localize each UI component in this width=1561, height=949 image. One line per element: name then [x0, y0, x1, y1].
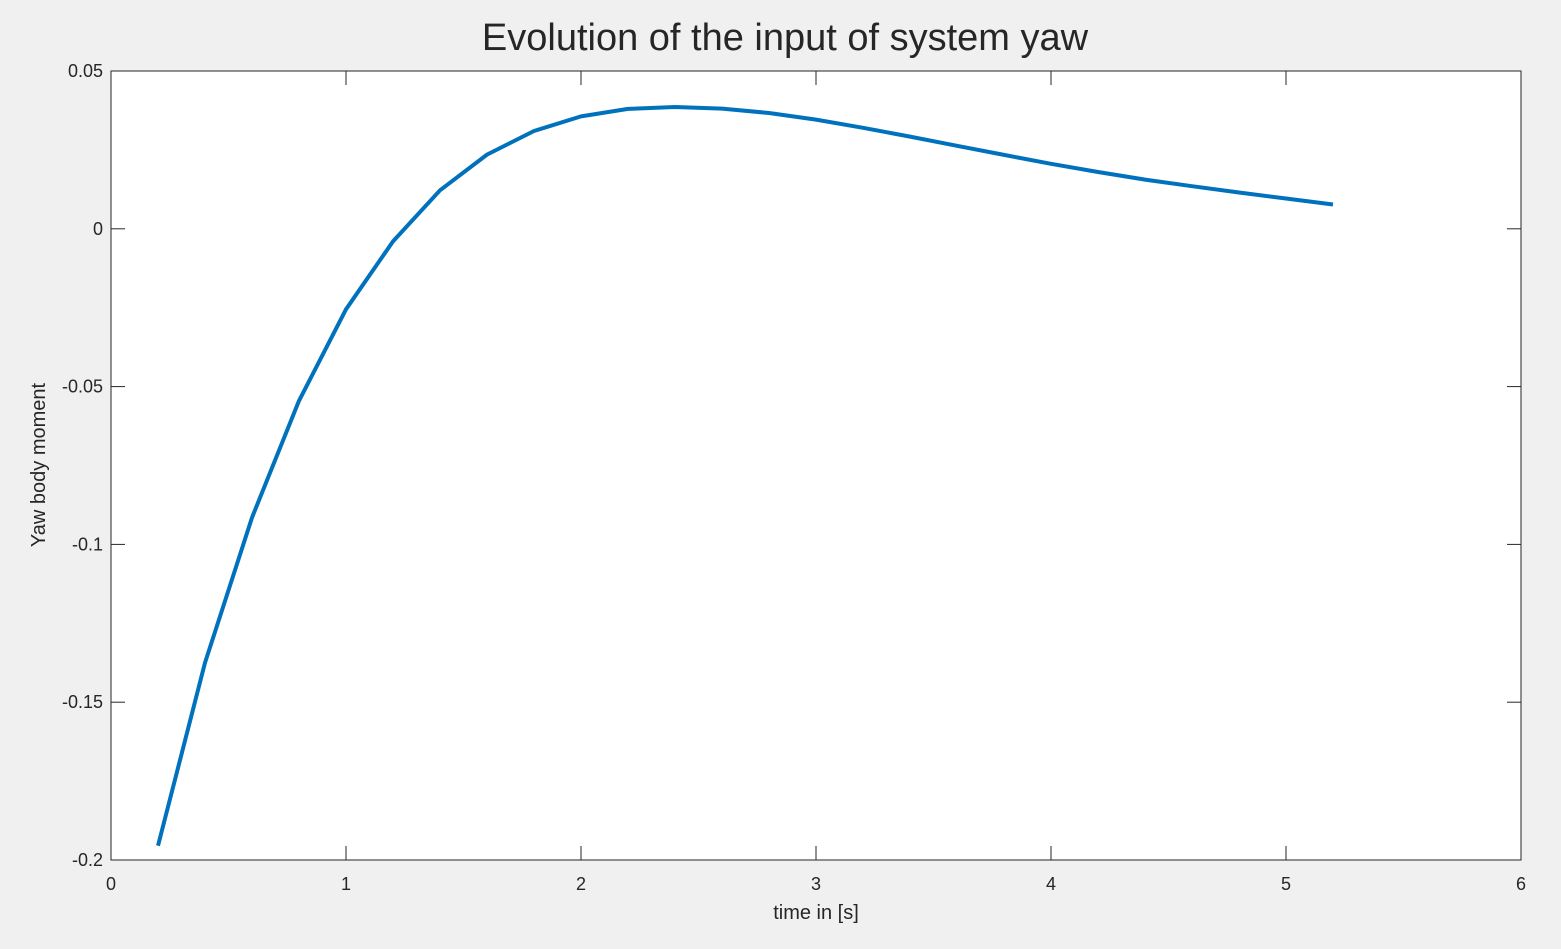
x-tick-label: 3 [811, 874, 821, 894]
chart-title: Evolution of the input of system yaw [482, 17, 1089, 59]
x-tick-label: 5 [1281, 874, 1291, 894]
x-tick-label: 6 [1516, 874, 1526, 894]
axes-box [110, 70, 1522, 861]
x-axis-label: time in [s] [773, 902, 859, 924]
y-tick-label: -0.15 [62, 692, 103, 712]
x-tick-label: 0 [106, 874, 116, 894]
y-tick-label: 0.05 [68, 61, 103, 81]
y-tick-label: -0.2 [72, 850, 103, 870]
y-tick-label: 0 [93, 219, 103, 239]
x-tick-label: 1 [341, 874, 351, 894]
y-axis-label: Yaw body moment [28, 382, 50, 547]
y-tick-label: -0.1 [72, 534, 103, 554]
x-tick-label: 4 [1046, 874, 1056, 894]
y-tick-labels: -0.2 -0.15 -0.1 -0.05 0 0.05 [62, 61, 103, 870]
series-line [156, 105, 1334, 847]
series-layer [156, 105, 1334, 847]
y-tick-label: -0.05 [62, 377, 103, 397]
x-tick-label: 2 [576, 874, 586, 894]
x-tick-labels: 0 1 2 3 4 5 6 [106, 874, 1526, 894]
plot-area [111, 71, 1521, 860]
